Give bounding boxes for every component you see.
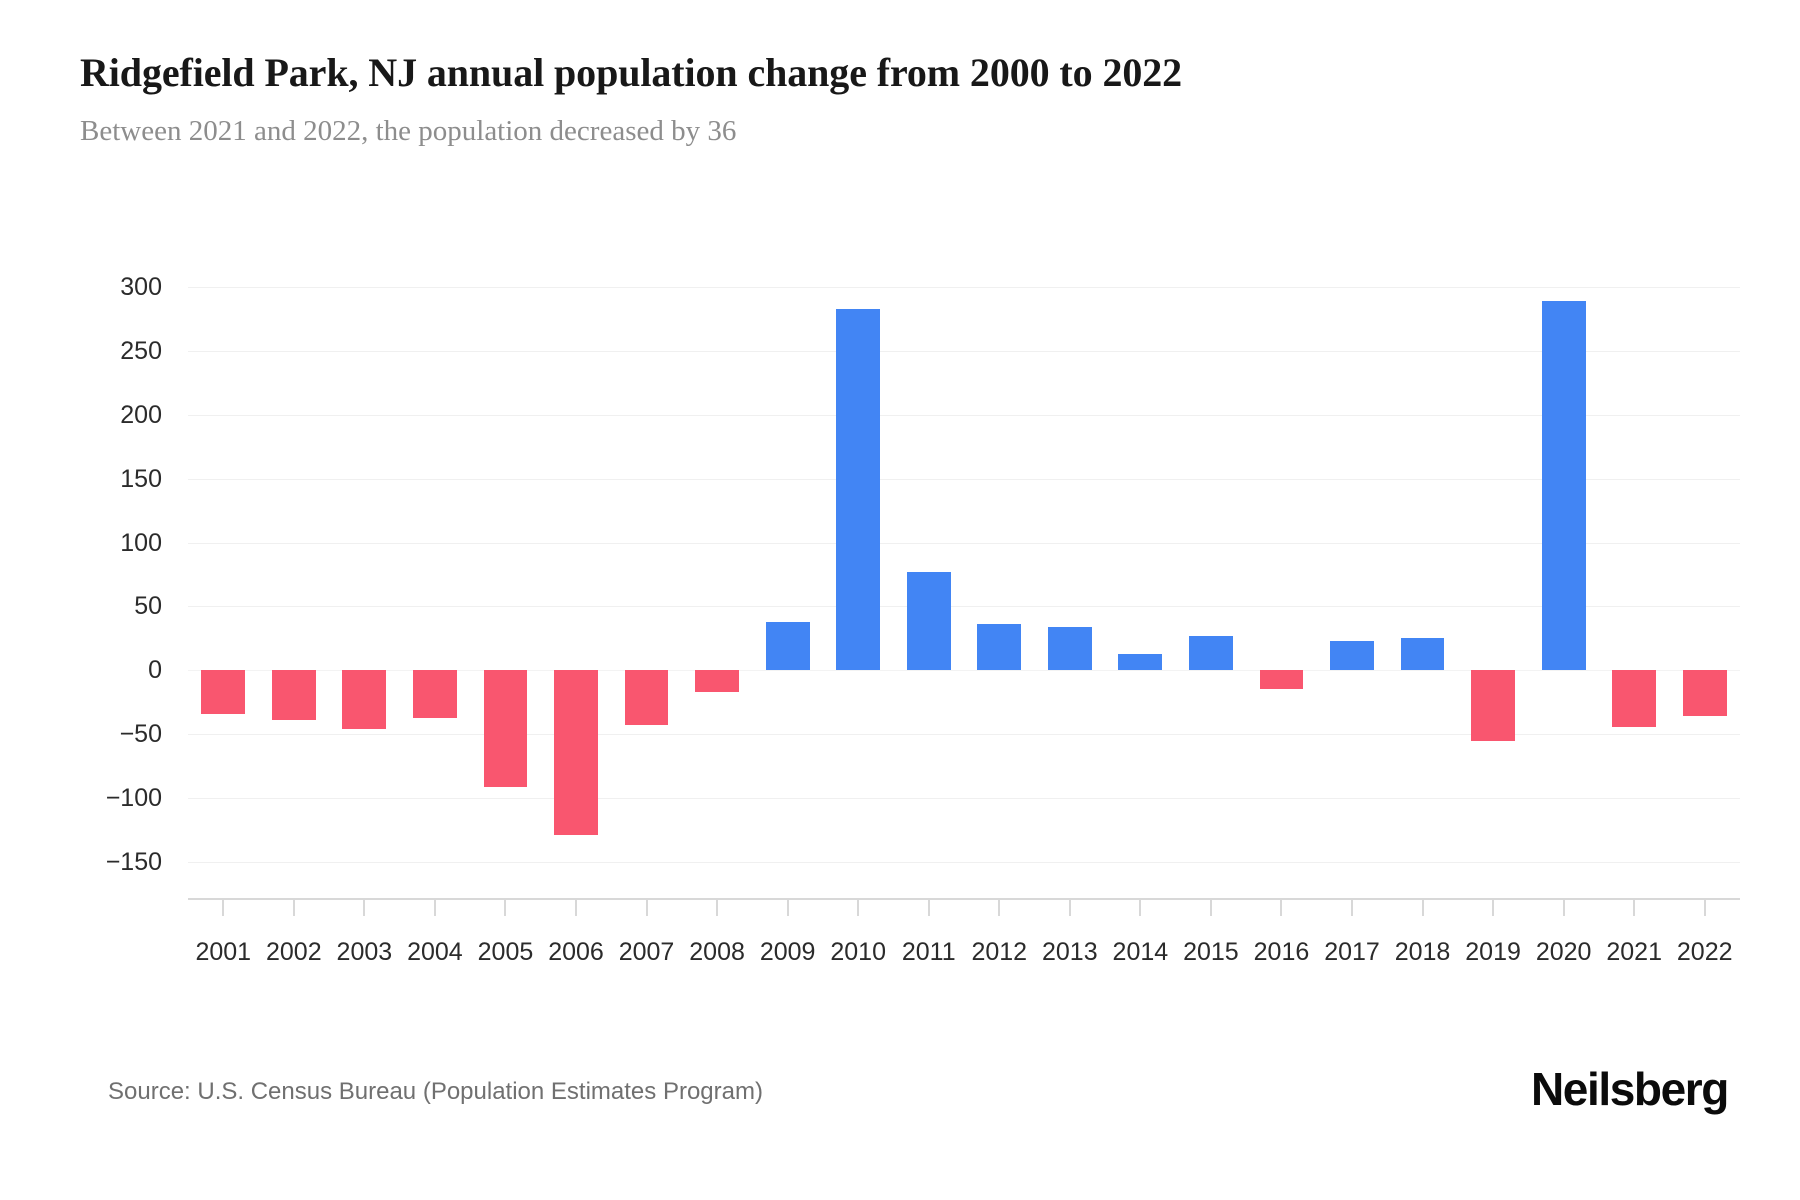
bar-2013[interactable] — [1047, 626, 1092, 671]
x-axis-tick-label: 2003 — [336, 938, 393, 966]
x-axis-tick — [1068, 898, 1071, 916]
y-axis-tick-label: 250 — [120, 336, 162, 365]
x-axis-tick — [716, 898, 719, 916]
source-note: Source: U.S. Census Bureau (Population E… — [108, 1078, 763, 1105]
x-axis-tick — [1280, 898, 1283, 916]
x-axis-tick-label: 2012 — [971, 938, 1028, 966]
x-axis-tick-label: 2021 — [1606, 938, 1662, 966]
y-axis-tick-label: 300 — [120, 273, 162, 301]
bar-2007[interactable] — [624, 670, 669, 726]
x-axis-tick-label: 2001 — [195, 938, 252, 966]
grid-line — [188, 414, 1740, 416]
x-axis-tick — [433, 898, 436, 916]
bar-2010[interactable] — [836, 308, 881, 671]
grid-line — [188, 478, 1740, 480]
x-axis-tick — [222, 898, 225, 916]
page-title: Ridgefield Park, NJ annual population ch… — [80, 50, 1183, 95]
bar-2002[interactable] — [271, 670, 316, 721]
bar-2005[interactable] — [483, 670, 528, 787]
bar-2006[interactable] — [554, 670, 598, 836]
x-axis-tick — [786, 898, 789, 916]
y-axis-tick-label: −150 — [105, 848, 162, 876]
x-axis-tick-label: 2018 — [1394, 938, 1451, 966]
bar-2022[interactable] — [1682, 670, 1727, 717]
y-axis-tick-label: 50 — [134, 592, 162, 621]
grid-line — [188, 798, 1740, 800]
bar-2016[interactable] — [1259, 670, 1304, 690]
x-axis-tick — [927, 898, 930, 916]
x-axis-tick — [1139, 898, 1142, 916]
x-axis-tick — [575, 898, 577, 916]
chart-subtitle: Between 2021 and 2022, the population de… — [80, 115, 737, 147]
grid-line — [188, 287, 1740, 288]
x-axis-tick-label: 2009 — [759, 938, 816, 966]
y-axis-tick-label: 150 — [120, 464, 162, 493]
grid-line — [188, 734, 1740, 736]
bar-2003[interactable] — [342, 670, 387, 730]
x-axis-tick — [1562, 898, 1565, 916]
bar-2004[interactable] — [413, 670, 457, 718]
x-axis-tick — [1351, 898, 1353, 916]
grid-line — [188, 350, 1740, 352]
y-axis-tick-label: −100 — [105, 784, 162, 813]
brand-logo: Neilsberg — [1530, 1063, 1729, 1115]
x-axis-tick-label: 2008 — [689, 938, 745, 966]
x-axis-tick-label: 2017 — [1324, 938, 1380, 966]
bar-2021[interactable] — [1612, 670, 1657, 727]
bar-2001[interactable] — [201, 670, 246, 714]
x-axis-tick-label: 2016 — [1253, 938, 1310, 966]
x-axis-tick-label: 2007 — [618, 938, 675, 966]
x-axis-line — [188, 898, 1740, 900]
bar-2019[interactable] — [1471, 670, 1515, 741]
x-axis-tick — [363, 898, 366, 916]
bar-2008[interactable] — [695, 670, 739, 693]
x-axis-tick — [857, 898, 860, 916]
x-axis-tick-label: 2002 — [266, 938, 322, 966]
bar-2018[interactable] — [1400, 638, 1445, 671]
bar-2012[interactable] — [977, 624, 1022, 671]
x-axis-tick-label: 2005 — [477, 938, 534, 966]
x-axis-tick — [292, 898, 295, 916]
x-axis-tick-label: 2013 — [1042, 938, 1098, 966]
y-axis-tick-label: 100 — [120, 528, 162, 557]
grid-line — [188, 670, 1740, 672]
grid-line — [188, 862, 1740, 863]
bar-2009[interactable] — [765, 621, 810, 671]
x-axis-tick-label: 2020 — [1535, 938, 1592, 966]
x-axis-tick — [1633, 898, 1636, 916]
x-axis-tick — [645, 898, 648, 916]
x-axis-tick — [1703, 898, 1706, 916]
x-axis-tick-label: 2006 — [548, 938, 604, 966]
bar-2015[interactable] — [1189, 635, 1233, 671]
y-axis-tick-label: 200 — [120, 400, 162, 429]
x-axis-tick-label: 2022 — [1676, 938, 1733, 966]
grid-line — [188, 542, 1740, 544]
y-axis-tick-label: 0 — [148, 656, 162, 685]
x-axis-tick-label: 2015 — [1183, 938, 1239, 966]
x-axis-tick — [998, 898, 1001, 916]
x-axis-tick-label: 2014 — [1112, 938, 1169, 966]
bar-2014[interactable] — [1118, 653, 1163, 671]
x-axis-tick — [1421, 898, 1424, 916]
x-axis-tick-label: 2010 — [830, 938, 886, 966]
x-axis-tick-label: 2004 — [407, 938, 463, 966]
x-axis-tick-label: 2011 — [901, 938, 956, 966]
bar-2011[interactable] — [906, 571, 951, 671]
x-axis-tick — [1492, 898, 1495, 916]
x-axis-tick — [504, 898, 507, 916]
x-axis-tick-label: 2019 — [1465, 938, 1521, 966]
chart-header: Ridgefield Park, NJ annual population ch… — [80, 48, 1720, 150]
bar-2020[interactable] — [1541, 301, 1586, 671]
bar-2017[interactable] — [1330, 640, 1374, 671]
y-axis-tick-label: −50 — [119, 720, 162, 749]
bars-group — [188, 0, 1740, 1200]
x-axis-tick — [1209, 898, 1212, 916]
grid-line — [188, 606, 1740, 608]
